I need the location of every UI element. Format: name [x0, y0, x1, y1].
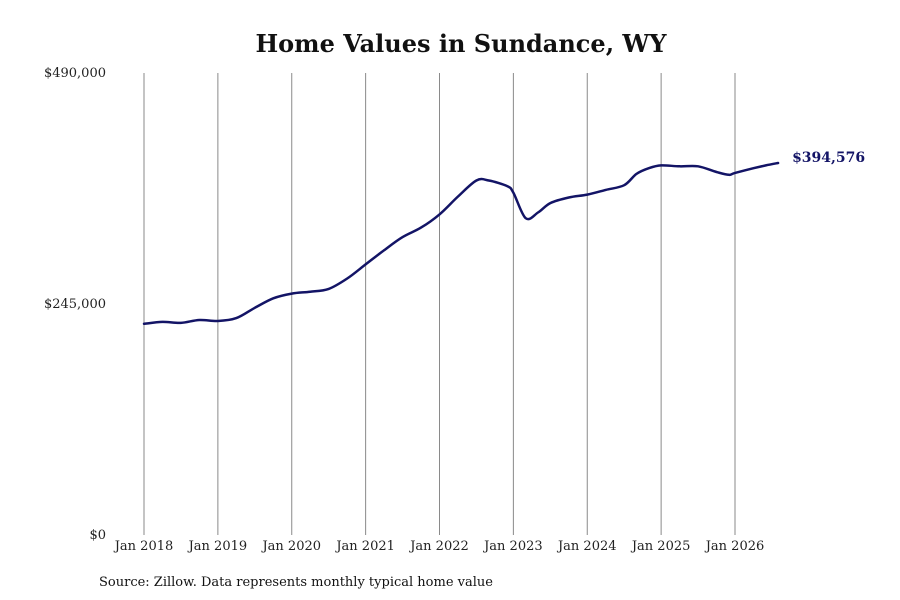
end-value-label: $394,576: [792, 150, 865, 166]
source-note: Source: Zillow. Data represents monthly …: [99, 575, 493, 590]
x-tick-label: Jan 2026: [704, 539, 765, 554]
chart-title: Home Values in Sundance, WY: [256, 29, 668, 58]
x-tick-label: Jan 2024: [556, 539, 617, 554]
y-axis-ticks: $0 $245,000 $490,000: [44, 66, 106, 543]
y-tick-label: $0: [89, 528, 106, 543]
home-value-line: [142, 161, 780, 326]
y-tick-label: $490,000: [44, 66, 106, 81]
x-tick-label: Jan 2020: [260, 539, 321, 554]
x-tick-label: Jan 2018: [113, 539, 174, 554]
x-axis-ticks: Jan 2018 Jan 2019 Jan 2020 Jan 2021 Jan 2022…: [113, 539, 765, 554]
grid-lines: [143, 73, 736, 535]
x-tick-label: Jan 2019: [187, 539, 248, 554]
x-tick-label: Jan 2022: [408, 539, 469, 554]
x-tick-label: Jan 2021: [334, 539, 395, 554]
y-tick-label: $245,000: [44, 297, 106, 312]
series-layer: [142, 161, 780, 326]
x-tick-label: Jan 2023: [482, 539, 543, 554]
x-tick-label: Jan 2025: [630, 539, 691, 554]
